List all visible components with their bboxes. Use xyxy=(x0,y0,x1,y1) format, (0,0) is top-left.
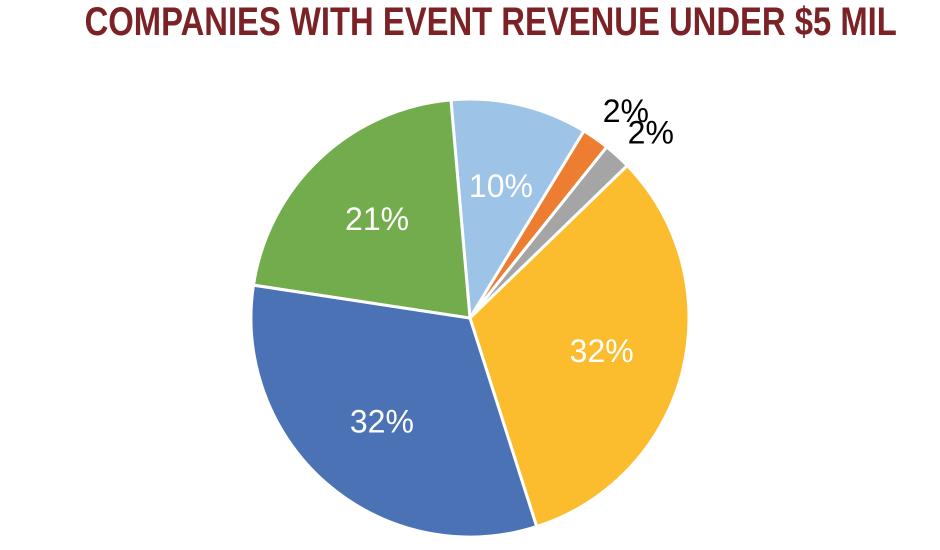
pie-slice-3 xyxy=(468,164,691,529)
pie-slice-4 xyxy=(249,283,539,539)
pie-slice-label-1: 2% xyxy=(603,93,649,129)
pie-slices xyxy=(249,97,691,539)
pie-slice-label-4: 32% xyxy=(350,403,414,439)
pie-slice-0 xyxy=(449,97,586,320)
pie-slice-5 xyxy=(251,98,472,320)
pie-slice-label-0: 10% xyxy=(469,168,533,204)
pie-slice-label-5: 21% xyxy=(345,201,409,237)
pie-slice-label-2: 2% xyxy=(628,115,674,151)
pie-labels: 10% 2%2% 32% 32% 21% xyxy=(345,93,674,439)
pie-slice-label-3: 32% xyxy=(570,333,634,369)
chart-title: COMPANIES WITH EVENT REVENUE UNDER $5 MI… xyxy=(84,0,897,44)
